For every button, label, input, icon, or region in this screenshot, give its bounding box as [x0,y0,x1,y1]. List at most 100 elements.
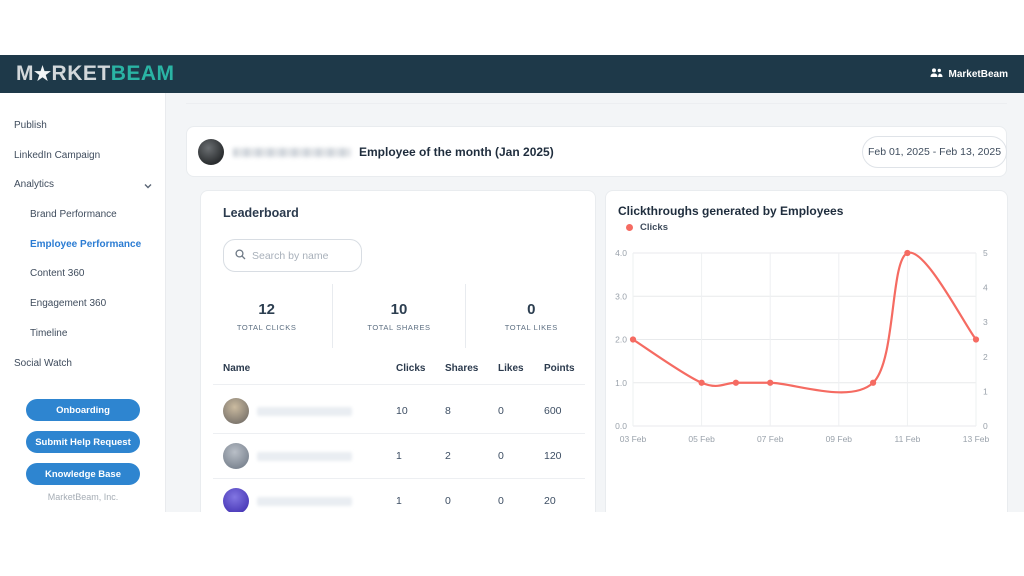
svg-text:11 Feb: 11 Feb [894,434,920,444]
logo-suffix: BEAM [110,62,175,85]
sidebar-item-label: Engagement 360 [30,297,107,309]
svg-text:2: 2 [983,352,988,362]
company-footer: MarketBeam, Inc. [47,492,119,502]
legend-label: Clicks [640,222,668,233]
cell-likes: 0 [498,495,504,507]
sidebar-item-label: Social Watch [14,357,72,369]
chevron-down-icon [144,181,152,192]
sidebar-item-label: Timeline [30,327,68,339]
legend-dot-icon [626,224,633,231]
stat-total-clicks: 12 TOTAL CLICKS [201,284,332,348]
sidebar-item-analytics[interactable]: Analytics [0,176,166,192]
clickthroughs-chart-card: Clickthroughs generated by Employees Cli… [605,190,1008,512]
svg-text:5: 5 [983,248,988,258]
svg-text:09 Feb: 09 Feb [826,434,853,444]
search-box [223,239,362,272]
sidebar-item-employee-performance[interactable]: Employee Performance [0,236,166,252]
chart-legend: Clicks [626,222,668,233]
redacted-name [257,407,352,416]
sidebar-item-brand-performance[interactable]: Brand Performance [0,206,166,222]
svg-text:4: 4 [983,283,988,293]
cell-shares: 2 [445,450,451,462]
stat-label: TOTAL LIKES [504,322,558,332]
table-divider [213,384,585,385]
svg-text:0.0: 0.0 [615,421,627,431]
sidebar-item-engagement-360[interactable]: Engagement 360 [0,295,166,311]
account-menu[interactable]: MarketBeam [930,67,1008,81]
sidebar-item-content-360[interactable]: Content 360 [0,265,166,281]
cell-likes: 0 [498,405,504,417]
sidebar-item-label: Publish [14,119,47,131]
logo-middle: RKET [51,62,111,85]
cell-points: 20 [544,495,556,507]
redacted-name [257,452,352,461]
column-header-shares: Shares [445,363,479,374]
sidebar-item-social-watch[interactable]: Social Watch [0,355,166,371]
sidebar-item-label: Brand Performance [30,208,117,220]
svg-text:13 Feb: 13 Feb [963,434,990,444]
redacted-employee-name [233,148,351,157]
onboarding-button[interactable]: Onboarding [26,399,140,421]
account-label: MarketBeam [948,68,1008,80]
sidebar-item-label: Content 360 [30,267,85,279]
stat-value: 12 [258,300,275,318]
cell-points: 120 [544,450,562,462]
svg-text:0: 0 [983,421,988,431]
leaderboard-title: Leaderboard [223,206,299,220]
employee-of-month-banner: Employee of the month (Jan 2025) Feb 01,… [186,126,1007,177]
clicks-chart-svg: 4.0 3.0 2.0 1.0 0.0 03 Feb 05 Feb 07 Feb 09 Feb 1… [615,248,990,444]
stat-total-shares: 10 TOTAL SHARES [332,284,464,348]
column-header-name: Name [223,363,251,374]
submit-help-request-button[interactable]: Submit Help Request [26,431,140,453]
row-divider [213,433,585,434]
people-icon [930,67,943,81]
svg-text:1.0: 1.0 [615,378,627,388]
column-header-points: Points [544,363,575,374]
avatar [198,139,224,165]
knowledge-base-button[interactable]: Knowledge Base [26,463,140,485]
sidebar-item-label: LinkedIn Campaign [14,149,101,161]
column-header-likes: Likes [498,363,524,374]
logo-prefix: M [16,62,34,85]
sidebar-item-publish[interactable]: Publish [0,117,166,133]
cell-clicks: 10 [396,405,408,417]
date-range-button[interactable]: Feb 01, 2025 - Feb 13, 2025 [862,136,1007,168]
svg-text:03 Feb: 03 Feb [620,434,647,444]
cell-shares: 8 [445,405,451,417]
stat-label: TOTAL SHARES [367,322,431,332]
cell-clicks: 1 [396,450,402,462]
content-top-divider [186,103,1007,104]
sidebar-item-timeline[interactable]: Timeline [0,325,166,341]
leaderboard-card: Leaderboard 12 TOTAL CLICKS 10 TOTAL SHA… [200,190,596,512]
column-header-clicks: Clicks [396,363,426,374]
svg-text:2.0: 2.0 [615,335,627,345]
cell-likes: 0 [498,450,504,462]
stat-value: 10 [390,300,408,318]
cell-shares: 0 [445,495,451,507]
search-icon [235,247,246,265]
stat-label: TOTAL CLICKS [236,322,297,332]
svg-text:05 Feb: 05 Feb [688,434,715,444]
avatar [223,443,249,469]
redacted-name [257,497,352,506]
stat-value: 0 [527,300,536,318]
sidebar-item-label: Analytics [14,178,55,190]
sidebar: Publish LinkedIn Campaign Analytics Bran… [0,93,166,512]
svg-text:1: 1 [983,386,988,396]
cell-points: 600 [544,405,562,417]
sidebar-item-linkedin-campaign[interactable]: LinkedIn Campaign [0,147,166,163]
banner-title: Employee of the month (Jan 2025) [359,145,554,159]
cell-clicks: 1 [396,495,402,507]
star-icon: ★ [34,64,52,85]
search-input[interactable] [252,249,352,262]
marketbeam-logo: M★RKETBEAM [16,62,175,86]
chart-title: Clickthroughs generated by Employees [618,204,844,218]
svg-text:3: 3 [983,317,988,327]
top-navbar: M★RKETBEAM MarketBeam [0,55,1024,93]
stat-total-likes: 0 TOTAL LIKES [464,284,597,348]
svg-text:3.0: 3.0 [615,291,627,301]
svg-text:07 Feb: 07 Feb [757,434,784,444]
app-viewport: Publish LinkedIn Campaign Analytics Bran… [0,93,1024,512]
avatar [223,488,249,512]
